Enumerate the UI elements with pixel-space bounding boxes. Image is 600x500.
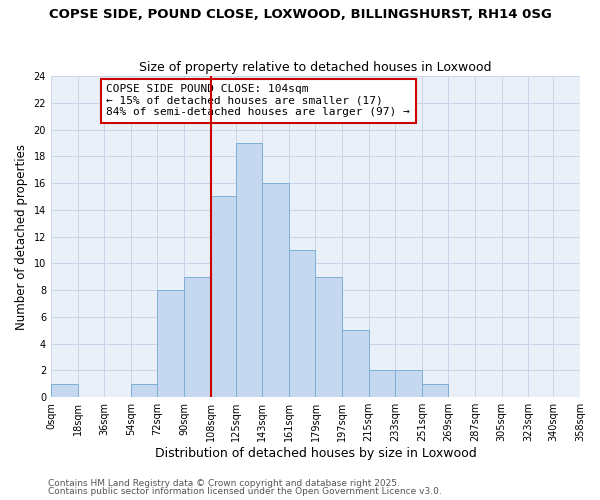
Title: Size of property relative to detached houses in Loxwood: Size of property relative to detached ho… xyxy=(139,60,492,74)
Bar xyxy=(184,277,211,397)
Bar xyxy=(236,143,262,397)
Bar xyxy=(211,196,236,397)
Bar xyxy=(422,384,448,397)
Bar xyxy=(131,384,157,397)
Bar xyxy=(289,250,316,397)
Bar xyxy=(316,277,342,397)
Bar xyxy=(395,370,422,397)
Y-axis label: Number of detached properties: Number of detached properties xyxy=(15,144,28,330)
Bar xyxy=(51,384,77,397)
Text: Contains public sector information licensed under the Open Government Licence v3: Contains public sector information licen… xyxy=(48,487,442,496)
Text: Contains HM Land Registry data © Crown copyright and database right 2025.: Contains HM Land Registry data © Crown c… xyxy=(48,479,400,488)
Bar xyxy=(262,183,289,397)
Text: COPSE SIDE POUND CLOSE: 104sqm
← 15% of detached houses are smaller (17)
84% of : COPSE SIDE POUND CLOSE: 104sqm ← 15% of … xyxy=(106,84,410,117)
Bar xyxy=(157,290,184,397)
Bar xyxy=(342,330,368,397)
Bar xyxy=(368,370,395,397)
Text: COPSE SIDE, POUND CLOSE, LOXWOOD, BILLINGSHURST, RH14 0SG: COPSE SIDE, POUND CLOSE, LOXWOOD, BILLIN… xyxy=(49,8,551,20)
X-axis label: Distribution of detached houses by size in Loxwood: Distribution of detached houses by size … xyxy=(155,447,476,460)
